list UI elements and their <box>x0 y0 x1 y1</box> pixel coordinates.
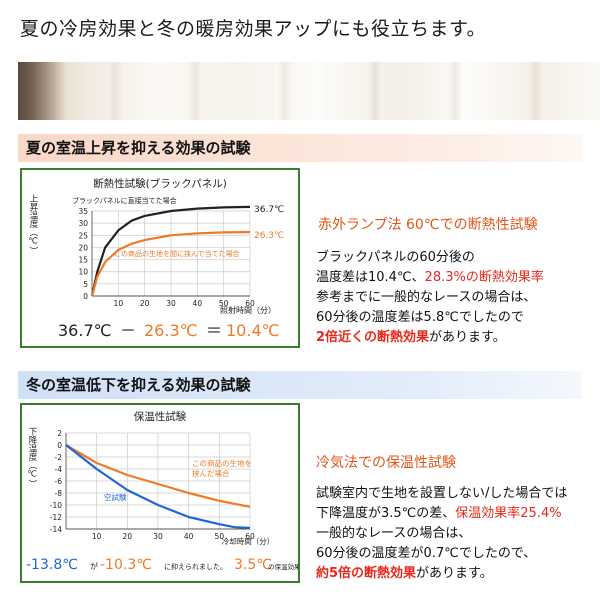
summer-calc-result: 10.4℃ <box>226 321 280 340</box>
summer-text-span: があります。 <box>429 330 506 345</box>
winter-x-tick-label: 20 <box>123 532 133 541</box>
summer-x-tick-label: 60 <box>245 299 255 308</box>
summer-series-line-0 <box>90 205 251 297</box>
curtain-fold <box>448 62 462 120</box>
winter-series-line-1 <box>65 444 251 529</box>
winter-test-method-label: 冷気法での保温性試験 <box>316 455 456 471</box>
curtain-fold <box>528 62 542 120</box>
winter-chart-svg: 保温性試験 下降温度（℃） 冷却時間（分） 20-2-4-6-8-10-12-1… <box>26 410 298 573</box>
summer-chart-svg: 断熱性試験(ブラックパネル) 上昇温度（℃） 照射時間（分） 0 5 10 15 20 2… <box>28 177 284 340</box>
winter-x-tick-label: 30 <box>153 532 163 541</box>
winter-series-label-orange: この商品の生地を <box>192 458 252 468</box>
summer-text-line: 温度差は10.4℃、28.3%の断熱効果率 <box>316 268 544 288</box>
summer-series-line-1 <box>90 231 251 297</box>
summer-series-label-orange: この商品の生地を間に挟んで当てた場合 <box>114 249 240 258</box>
summer-series-label-black: ブラックパネルに直接当てた場合 <box>72 196 177 205</box>
summer-text-line: 参考までに一般的なレースの場合は、 <box>316 290 537 305</box>
summer-section-header: 夏の室温上昇を抑える効果の試験 <box>18 134 582 162</box>
curtain-fold <box>368 62 382 120</box>
winter-y-tick-label: -10 <box>50 501 62 510</box>
summer-x-tick-label: 10 <box>114 299 124 308</box>
winter-y-tick-label: 2 <box>57 429 62 438</box>
winter-highlight-fivefold: 約5倍の断熱効果 <box>316 566 417 581</box>
winter-text-line: 下降温度が3.5℃の差、保温効果率25.4% <box>316 504 567 524</box>
summer-insulation-chart: 断熱性試験(ブラックパネル) 上昇温度（℃） 照射時間（分） 0 5 10 15 20 2… <box>20 168 300 348</box>
summer-text-line: ブラックパネルの60分後の <box>316 250 475 265</box>
winter-x-tick-label: 50 <box>215 532 225 541</box>
curtain-fold <box>278 62 292 120</box>
summer-calc-op: － <box>120 321 136 340</box>
summer-y-tick-label: 10 <box>78 268 88 277</box>
curtain-fold <box>188 62 202 120</box>
winter-result-text: の保温効果 <box>268 562 298 571</box>
summer-highlight-double: 2倍近くの断熱効果 <box>316 330 430 345</box>
winter-x-tick-label: 60 <box>245 532 255 541</box>
winter-series-label-orange: 挟んだ場合 <box>192 468 230 478</box>
curtain-photo-banner <box>18 62 600 120</box>
summer-text-line: 60分後の温度差は5.8℃でしたので <box>316 310 524 325</box>
winter-y-tick-label: -14 <box>50 525 62 534</box>
winter-y-tick-label: -8 <box>55 489 63 498</box>
summer-chart-title: 断熱性試験(ブラックパネル) <box>93 177 227 190</box>
summer-text-span: 温度差は10.4℃、 <box>316 270 425 285</box>
summer-calc-eq: ＝ <box>206 321 222 340</box>
winter-text-span: があります。 <box>416 566 493 581</box>
summer-test-method-label: 赤外ランプ法 60℃での断熱性試験 <box>318 217 538 233</box>
winter-result-blue: -13.8℃ <box>26 557 78 573</box>
summer-x-tick-label: 40 <box>193 299 203 308</box>
summer-calc-a: 36.7℃ <box>58 321 112 340</box>
winter-warmth-chart: 保温性試験 下降温度（℃） 冷却時間（分） 2 0 -2 -4 -6 -8 -10 -12 -1… <box>20 403 300 583</box>
winter-text-line: 一般的なレースの場合は、 <box>316 526 472 541</box>
winter-chart-xlabel: 冷却時間（分） <box>222 536 275 546</box>
winter-highlight-efficiency: 保温効果率25.4% <box>455 506 562 521</box>
summer-y-tick-label: 5 <box>83 280 88 289</box>
winter-description: 試験室内で生地を設置しない/した場合では 下降温度が3.5℃の差、保温効果率25… <box>316 484 567 584</box>
summer-y-tick-label: 25 <box>78 231 88 240</box>
winter-text-line: 約5倍の断熱効果があります。 <box>316 564 567 584</box>
winter-y-tick-label: -2 <box>55 453 63 462</box>
summer-calc-b: 26.3℃ <box>144 321 198 340</box>
winter-section-header: 冬の室温低下を抑える効果の試験 <box>18 371 582 399</box>
winter-x-tick-label: 10 <box>92 532 102 541</box>
winter-series-label-blue: 空試験 <box>104 492 127 502</box>
winter-text-span: 下降温度が3.5℃の差、 <box>316 506 456 521</box>
curtain-fold <box>108 62 122 120</box>
winter-chart-ylabel: 下降温度（℃） <box>27 427 37 488</box>
winter-result-orange: -10.3℃ <box>100 557 152 573</box>
summer-x-tick-label: 30 <box>166 299 176 308</box>
winter-x-tick-label: 40 <box>184 532 194 541</box>
summer-y-tick-label: 0 <box>83 292 88 301</box>
summer-chart-ylabel: 上昇温度（℃） <box>28 194 38 255</box>
curtain-rod-image <box>18 62 66 120</box>
winter-y-tick-label: 0 <box>57 441 62 450</box>
winter-result-text: に抑えられました。 <box>164 562 227 571</box>
summer-end-label-black: 36.7℃ <box>254 205 284 215</box>
summer-end-label-orange: 26.3℃ <box>254 231 284 241</box>
summer-description: ブラックパネルの60分後の 温度差は10.4℃、28.3%の断熱効果率 参考まで… <box>316 248 544 348</box>
summer-chart-xlabel: 照射時間（分） <box>220 305 276 315</box>
winter-series-line-0 <box>65 444 251 508</box>
summer-x-tick-label: 50 <box>219 299 229 308</box>
winter-chart-title: 保温性試験 <box>134 410 187 423</box>
winter-result-diff: 3.5℃ <box>234 557 272 573</box>
winter-text-line: 試験室内で生地を設置しない/した場合では <box>316 486 568 501</box>
winter-text-line: 60分後の温度差が0.7℃でしたので、 <box>316 546 537 561</box>
winter-y-tick-label: -6 <box>55 477 63 486</box>
page-title: 夏の冷房効果と冬の暖房効果アップにも役立ちます。 <box>20 18 487 40</box>
summer-y-tick-label: 20 <box>78 243 88 252</box>
summer-text-line: 2倍近くの断熱効果があります。 <box>316 328 544 348</box>
summer-x-tick-label: 20 <box>140 299 150 308</box>
winter-result-text: が <box>90 561 98 571</box>
summer-y-tick-label: 15 <box>78 256 88 265</box>
summer-highlight-efficiency: 28.3%の断熱効果率 <box>424 270 544 285</box>
summer-y-tick-label: 35 <box>78 207 88 216</box>
winter-y-tick-label: -12 <box>50 513 62 522</box>
winter-y-tick-label: -4 <box>55 465 63 474</box>
summer-y-tick-label: 30 <box>78 219 88 228</box>
